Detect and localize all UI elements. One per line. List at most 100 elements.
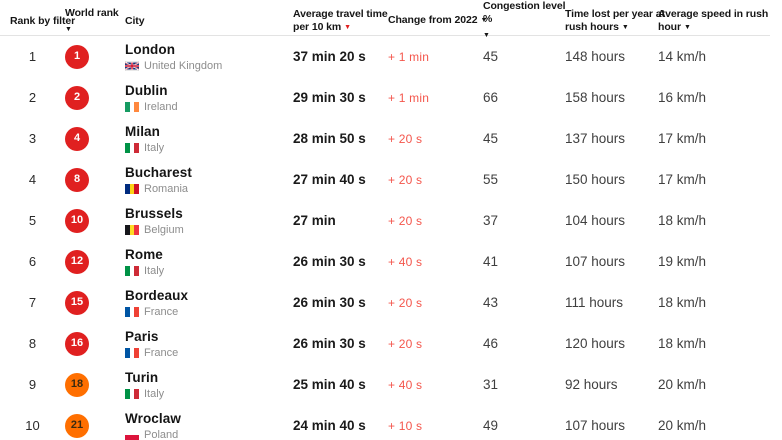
table-row: 4 8 Bucharest Romania 27 min 40 s + 20 s… (0, 159, 782, 200)
column-header[interactable]: Time lost per year at rush hours ▼ (565, 8, 665, 35)
time-lost-cell: 148 hours (565, 49, 626, 64)
city-name: Turin (125, 369, 159, 385)
city-cell[interactable]: Turin Italy (125, 370, 293, 400)
world-rank-badge: 2 (65, 85, 89, 110)
country-name: Ireland (144, 100, 178, 113)
city-name: London (125, 41, 176, 57)
city-cell[interactable]: Wroclaw Poland (125, 411, 293, 440)
travel-time-cell: 26 min 30 s (293, 336, 366, 351)
country-flag-icon (125, 388, 140, 399)
column-header[interactable]: Congestion level % ▼ (483, 0, 566, 42)
world-rank-badge: 10 (65, 208, 89, 233)
sort-arrow-icon: ▼ (621, 23, 629, 31)
column-header[interactable]: Change from 2022 ▼ (388, 14, 487, 28)
column-header-label: Average travel time per 10 km (293, 7, 388, 33)
time-lost-cell: 120 hours (565, 336, 626, 351)
congestion-level-cell: 45 (483, 49, 499, 64)
city-name: Paris (125, 328, 159, 344)
city-cell[interactable]: Paris France (125, 329, 293, 359)
average-speed-cell: 16 km/h (658, 90, 707, 105)
rank-by-filter-cell: 9 (28, 377, 37, 392)
sort-arrow-icon: ▼ (65, 25, 72, 33)
column-header-label: City (125, 14, 145, 27)
change-from-2022-cell: + 10 s (388, 418, 423, 433)
table-row: 2 2 Dublin Ireland 29 min 30 s + 1 min 6… (0, 77, 782, 118)
change-from-2022-cell: + 1 min (388, 90, 430, 105)
average-speed-cell: 18 km/h (658, 295, 707, 310)
congestion-level-cell: 43 (483, 295, 499, 310)
table-row: 8 16 Paris France 26 min 30 s + 20 s 46 … (0, 323, 782, 364)
country-flag-icon (125, 224, 140, 235)
city-name: Wroclaw (125, 410, 181, 426)
column-header[interactable]: Average speed in rush hour ▼ (658, 8, 770, 35)
city-cell[interactable]: Bucharest Romania (125, 165, 293, 195)
world-rank-cell: 8 (65, 167, 125, 192)
country-name: Italy (144, 387, 165, 400)
travel-time-cell: 26 min 30 s (293, 295, 366, 310)
city-cell[interactable]: Rome Italy (125, 247, 293, 277)
city-cell[interactable]: Bordeaux France (125, 288, 293, 318)
world-rank-cell: 10 (65, 208, 125, 233)
city-cell[interactable]: Milan Italy (125, 124, 293, 154)
rank-by-filter-cell: 5 (28, 213, 37, 228)
change-from-2022-cell: + 20 s (388, 213, 423, 228)
city-cell[interactable]: Dublin Ireland (125, 83, 293, 113)
table-row: 6 12 Rome Italy 26 min 30 s + 40 s 41 10… (0, 241, 782, 282)
sort-arrow-icon: ▼ (344, 23, 351, 31)
city-name: Brussels (125, 205, 183, 221)
congestion-level-cell: 37 (483, 213, 499, 228)
sort-arrow-icon: ▼ (683, 23, 691, 31)
city-cell[interactable]: London United Kingdom (125, 42, 293, 72)
average-speed-cell: 20 km/h (658, 377, 707, 392)
world-rank-badge: 8 (65, 167, 89, 192)
average-speed-cell: 18 km/h (658, 336, 707, 351)
sort-arrow-icon: ▼ (480, 17, 488, 24)
average-speed-cell: 19 km/h (658, 254, 707, 269)
congestion-level-cell: 55 (483, 172, 499, 187)
change-from-2022-cell: + 20 s (388, 172, 423, 187)
country-flag-icon (125, 183, 140, 194)
rank-by-filter-cell: 10 (25, 418, 40, 433)
travel-time-cell: 25 min 40 s (293, 377, 366, 392)
column-header-label: Time lost per year at rush hours (565, 7, 665, 33)
change-from-2022-cell: + 40 s (388, 377, 423, 392)
table-row: 7 15 Bordeaux France 26 min 30 s + 20 s … (0, 282, 782, 323)
country-flag-icon (125, 429, 139, 440)
table-body: 1 1 London United Kingdom 37 min 20 s + … (0, 36, 782, 440)
world-rank-badge: 12 (65, 249, 89, 274)
table-row: 10 21 Wroclaw Poland 24 min 40 s + 10 s … (0, 405, 782, 440)
average-speed-cell: 18 km/h (658, 213, 707, 228)
country-name: Poland (144, 428, 179, 440)
city-name: Dublin (125, 82, 168, 98)
city-name: Bucharest (125, 164, 192, 180)
rank-by-filter-cell: 7 (28, 295, 37, 310)
table-row: 9 18 Turin Italy 25 min 40 s + 40 s 31 9… (0, 364, 782, 405)
travel-time-cell: 27 min (293, 213, 336, 228)
world-rank-cell: 2 (65, 85, 125, 110)
rank-by-filter-cell: 4 (28, 172, 37, 187)
column-header[interactable]: World rank ▼ (65, 7, 125, 36)
column-header: Rank by filter (10, 15, 75, 28)
world-rank-badge: 1 (65, 44, 89, 69)
country-name: United Kingdom (144, 59, 223, 72)
world-rank-cell: 21 (65, 413, 125, 438)
table-row: 5 10 Brussels Belgium 27 min + 20 s 37 1… (0, 200, 782, 241)
time-lost-cell: 104 hours (565, 213, 626, 228)
world-rank-cell: 1 (65, 44, 125, 69)
city-cell[interactable]: Brussels Belgium (125, 206, 293, 236)
change-from-2022-cell: + 20 s (388, 131, 423, 146)
time-lost-cell: 107 hours (565, 254, 626, 269)
country-flag-icon (125, 142, 140, 153)
time-lost-cell: 107 hours (565, 418, 626, 433)
change-from-2022-cell: + 40 s (388, 254, 423, 269)
world-rank-badge: 18 (65, 372, 89, 397)
travel-time-cell: 27 min 40 s (293, 172, 366, 187)
country-name: France (144, 346, 179, 359)
time-lost-cell: 137 hours (565, 131, 626, 146)
city-name: Bordeaux (125, 287, 189, 303)
time-lost-cell: 158 hours (565, 90, 626, 105)
column-header[interactable]: Average travel time per 10 km ▼ (293, 8, 388, 35)
country-flag-icon (125, 347, 140, 358)
world-rank-badge: 4 (65, 126, 89, 151)
